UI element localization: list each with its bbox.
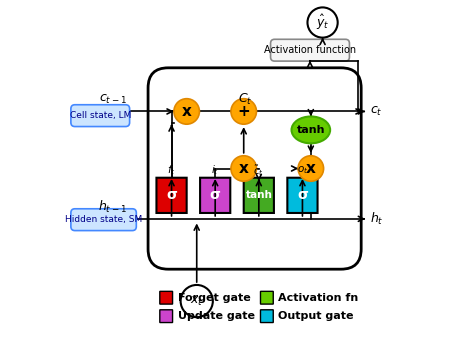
Text: $o_t$: $o_t$ (297, 164, 308, 176)
Text: $\hat{y}_t$: $\hat{y}_t$ (316, 13, 329, 32)
Text: $c_{t-1}$: $c_{t-1}$ (99, 93, 127, 106)
Text: Forget gate: Forget gate (178, 293, 250, 303)
Text: Output gate: Output gate (278, 311, 354, 321)
Text: $C_t$: $C_t$ (238, 92, 253, 107)
FancyBboxPatch shape (156, 178, 187, 213)
Circle shape (231, 99, 256, 124)
Circle shape (231, 156, 256, 181)
Text: x: x (239, 161, 249, 176)
Text: Update gate: Update gate (178, 311, 255, 321)
Text: x: x (306, 161, 316, 176)
Text: σ: σ (210, 188, 220, 202)
Text: x: x (182, 104, 191, 119)
FancyBboxPatch shape (200, 178, 230, 213)
Text: $\tilde{c}_t$: $\tilde{c}_t$ (254, 163, 264, 178)
Circle shape (308, 7, 337, 38)
Text: $c_t$: $c_t$ (370, 105, 382, 118)
Text: $h_t$: $h_t$ (370, 211, 383, 227)
Text: σ: σ (297, 188, 308, 202)
Circle shape (181, 285, 213, 317)
Text: $f_t$: $f_t$ (167, 163, 176, 177)
Text: Activation fn: Activation fn (278, 293, 358, 303)
Text: Hidden state, SM: Hidden state, SM (65, 215, 142, 224)
Text: $x_t$: $x_t$ (190, 295, 203, 308)
FancyBboxPatch shape (271, 39, 349, 61)
Text: σ: σ (166, 188, 177, 202)
Text: Cell state, LM: Cell state, LM (70, 111, 131, 120)
Text: Activation function: Activation function (264, 45, 356, 55)
Circle shape (174, 99, 200, 124)
FancyBboxPatch shape (160, 291, 173, 304)
Text: tanh: tanh (297, 125, 325, 135)
FancyBboxPatch shape (244, 178, 274, 213)
FancyBboxPatch shape (160, 310, 173, 323)
Circle shape (298, 156, 324, 181)
FancyBboxPatch shape (71, 209, 137, 231)
Text: $i_t$: $i_t$ (211, 163, 219, 177)
Ellipse shape (292, 117, 330, 143)
FancyBboxPatch shape (261, 291, 273, 304)
FancyBboxPatch shape (71, 105, 129, 127)
FancyBboxPatch shape (287, 178, 318, 213)
Text: +: + (237, 104, 250, 119)
Text: $h_{t-1}$: $h_{t-1}$ (99, 199, 127, 215)
FancyBboxPatch shape (261, 310, 273, 323)
Text: tanh: tanh (246, 190, 272, 201)
